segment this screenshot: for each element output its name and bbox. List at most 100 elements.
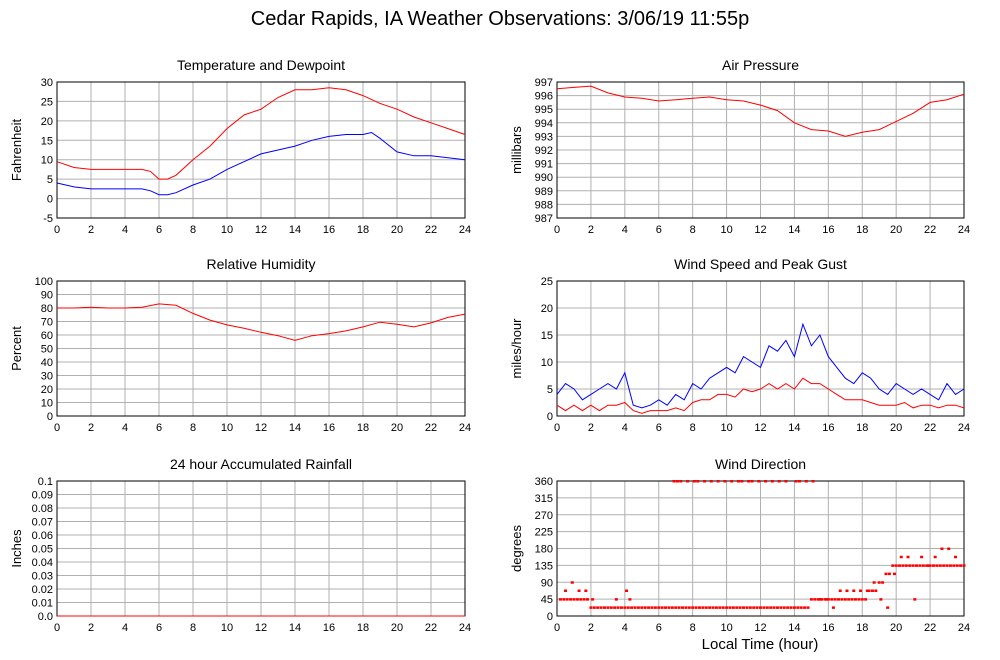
data-point <box>803 606 807 609</box>
data-point <box>770 480 774 483</box>
y-tick-label: 0.05 <box>32 544 53 556</box>
x-tick-label: 0 <box>554 224 560 236</box>
data-point <box>697 606 701 609</box>
series-line-1 <box>57 303 466 341</box>
data-point <box>857 598 861 601</box>
data-point <box>738 606 742 609</box>
data-point <box>696 480 700 483</box>
data-point <box>935 564 939 567</box>
data-point <box>694 606 698 609</box>
data-point <box>864 598 868 601</box>
data-point <box>906 555 910 559</box>
x-tick-label: 4 <box>622 622 628 634</box>
data-point <box>908 564 912 567</box>
data-point <box>874 589 878 592</box>
data-point <box>775 606 779 609</box>
data-point <box>811 480 815 483</box>
y-tick-label: 0.06 <box>32 530 53 542</box>
x-tick-label: 20 <box>890 622 902 634</box>
data-point <box>716 480 720 483</box>
chart-panel-3: Relative HumidityPercent0102030405060708… <box>9 256 471 434</box>
y-axis-label: Fahrenheit <box>9 119 24 182</box>
data-point <box>736 480 740 483</box>
data-point <box>747 480 751 483</box>
data-point <box>701 606 705 609</box>
data-point <box>748 606 752 609</box>
y-tick-label: 25 <box>541 276 553 288</box>
data-point <box>962 564 966 567</box>
data-point <box>892 572 896 576</box>
x-tick-label: 24 <box>459 422 471 434</box>
data-point <box>898 564 902 567</box>
data-point <box>887 572 891 576</box>
y-tick-label: 989 <box>535 186 553 198</box>
y-tick-label: 20 <box>541 303 553 315</box>
data-point <box>796 606 800 609</box>
x-tick-label: 10 <box>720 622 732 634</box>
x-tick-label: 16 <box>822 622 834 634</box>
x-tick-label: 6 <box>156 422 162 434</box>
data-point <box>596 606 600 609</box>
data-point <box>931 564 935 567</box>
plot-frame <box>556 81 965 219</box>
y-tick-label: 360 <box>535 476 553 488</box>
x-tick-label: 0 <box>54 224 60 236</box>
data-point <box>582 598 586 601</box>
data-point <box>602 606 606 609</box>
data-point <box>818 598 822 601</box>
x-tick-label: 0 <box>54 622 60 634</box>
x-tick-label: 22 <box>425 422 437 434</box>
x-tick-label: 4 <box>122 422 128 434</box>
x-tick-label: 4 <box>622 422 628 434</box>
data-point <box>843 598 847 601</box>
data-point <box>945 564 949 567</box>
x-tick-label: 18 <box>357 622 369 634</box>
data-point <box>899 555 903 559</box>
data-point <box>674 606 678 609</box>
y-tick-label: 996 <box>535 91 553 103</box>
y-tick-label: 5 <box>547 384 553 396</box>
x-tick-label: 20 <box>391 422 403 434</box>
data-point <box>623 606 627 609</box>
data-point <box>723 480 727 483</box>
y-tick-label: 0.07 <box>32 517 53 529</box>
y-tick-label: 10 <box>41 398 53 410</box>
data-point <box>647 606 651 609</box>
data-point <box>562 598 566 601</box>
x-axis-title: Local Time (hour) <box>701 636 819 653</box>
y-tick-label: 90 <box>541 577 553 589</box>
y-axis-label: Percent <box>9 326 24 371</box>
data-point <box>614 598 618 601</box>
x-tick-label: 2 <box>588 224 594 236</box>
data-point <box>606 606 610 609</box>
x-tick-label: 4 <box>622 224 628 236</box>
x-tick-label: 14 <box>289 622 301 634</box>
x-tick-label: 18 <box>856 622 868 634</box>
data-point <box>798 480 802 483</box>
x-tick-label: 16 <box>323 622 335 634</box>
chart-title: Air Pressure <box>722 57 799 73</box>
x-tick-label: 0 <box>54 422 60 434</box>
data-point <box>687 606 691 609</box>
data-point <box>714 606 718 609</box>
data-point <box>894 564 898 567</box>
y-tick-label: 15 <box>541 330 553 342</box>
x-tick-label: 8 <box>690 622 696 634</box>
y-tick-label: 270 <box>535 510 553 522</box>
y-tick-label: 0.0 <box>38 611 53 623</box>
data-point <box>837 598 841 601</box>
data-point <box>921 564 925 567</box>
data-point <box>704 606 708 609</box>
data-point <box>636 606 640 609</box>
data-point <box>628 598 632 601</box>
x-tick-label: 8 <box>190 224 196 236</box>
x-tick-label: 8 <box>690 224 696 236</box>
x-tick-label: 10 <box>720 224 732 236</box>
data-point <box>711 606 715 609</box>
y-tick-label: 20 <box>41 384 53 396</box>
y-tick-label: 0.04 <box>32 557 53 569</box>
data-point <box>933 555 937 559</box>
data-point <box>558 598 562 601</box>
data-point <box>765 606 769 609</box>
data-point <box>653 606 657 609</box>
